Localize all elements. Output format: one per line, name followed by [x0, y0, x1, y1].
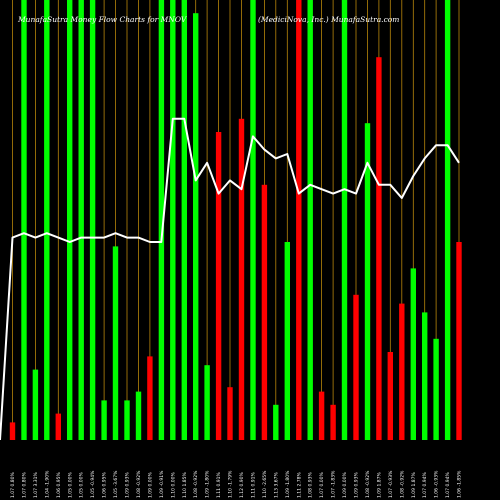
bar-down: [353, 294, 359, 440]
x-tick-label: 1.11 2.78%: [296, 472, 302, 498]
x-tick-label: 1.09 1.87%: [411, 472, 417, 498]
bar-up: [193, 13, 199, 440]
x-tick-label: 1.06 -1.85%: [457, 470, 463, 498]
x-tick-label: 1.06 0.95%: [102, 472, 108, 498]
x-tick-labels: 1.07 0.80% 1.07 0.80% 1.07 3.31% 1.04 -1.90…: [10, 470, 463, 498]
x-tick-label: 1.09 1.87%: [376, 472, 382, 498]
x-tick-label: 1.07 -1.83%: [331, 470, 337, 498]
bar-up: [204, 365, 210, 440]
bar-up: [67, 0, 73, 440]
bar-down: [9, 422, 16, 440]
bar-up: [44, 0, 50, 440]
x-tick-label: 1.09 0.93%: [354, 472, 360, 498]
x-tick-label: 1.09 -1.80%: [205, 470, 211, 498]
x-tick-label: 1.05 0.00%: [79, 472, 85, 498]
chart-title-left: MunafaSutra Money Flow Charts for MNOV: [17, 15, 188, 24]
x-tick-label: 1.11 0.91%: [216, 472, 222, 498]
x-tick-label: 1.06 0.95%: [56, 472, 62, 498]
x-tick-label: 1.09 -1.80%: [285, 470, 291, 498]
bar-down: [387, 352, 393, 440]
x-tick-label: 1.08 -0.92%: [399, 470, 405, 498]
bar-down: [296, 0, 302, 440]
bar-down: [147, 356, 153, 440]
x-tick-label: 1.07 0.94%: [422, 472, 428, 498]
x-tick-label: 1.10 0.00%: [170, 472, 176, 498]
x-tick-label: 1.05 -3.67%: [113, 470, 119, 498]
x-tick-label: 1.12 0.90%: [239, 472, 245, 498]
bar-down: [456, 242, 462, 440]
x-tick-label: 1.05 0.00%: [67, 472, 73, 498]
bar-up: [422, 312, 428, 440]
bar-up: [170, 0, 176, 440]
x-tick-label: 1.05 -0.94%: [90, 470, 96, 498]
bar-up: [444, 0, 451, 440]
bar-down: [238, 118, 245, 441]
chart-title-right: (MediciNova, Inc.) MunafaSutra.com: [258, 15, 399, 24]
x-tick-label: 1.09 -0.91%: [159, 470, 165, 498]
bar-up: [250, 0, 256, 440]
bar-up: [307, 0, 313, 440]
bar-down: [55, 413, 61, 440]
x-tick-label: 1.08 -0.92%: [193, 470, 199, 498]
x-tick-label: 1.10 -1.79%: [228, 470, 234, 498]
bar-up: [124, 400, 130, 440]
x-tick-label: 1.07 0.00%: [319, 472, 325, 498]
bar-up: [181, 0, 187, 440]
bar-down: [330, 404, 336, 440]
x-tick-label: 1.10 1.85%: [182, 472, 188, 498]
x-tick-label: 1.08 0.93%: [308, 472, 314, 498]
flow-line-layer: [0, 117, 460, 441]
x-tick-label: 1.09 0.00%: [342, 472, 348, 498]
bar-up: [89, 0, 96, 440]
x-tick-label: 1.09 0.93%: [125, 472, 131, 498]
bar-up: [112, 246, 119, 440]
bar-up: [284, 242, 290, 440]
bar-up: [273, 404, 279, 440]
bar-up: [32, 369, 39, 440]
x-tick-label: 1.07 3.31%: [33, 472, 39, 498]
bar-up: [158, 0, 165, 440]
x-tick-label: 1.07 0.80%: [10, 472, 16, 498]
bar-down: [215, 132, 222, 440]
x-tick-label: 1.13 3.67%: [273, 472, 279, 498]
bar-up: [433, 338, 439, 440]
bars: [9, 0, 462, 441]
x-tick-label: 1.11 0.91%: [250, 472, 256, 498]
x-tick-label: 1.09 0.00%: [147, 472, 153, 498]
bar-up: [341, 0, 348, 440]
x-tick-label: 1.07 0.94%: [445, 472, 451, 498]
bar-down: [399, 303, 405, 440]
flow-line: [0, 117, 460, 441]
bar-down: [376, 57, 382, 440]
x-tick-label: 1.10 -2.65%: [262, 470, 268, 498]
bar-up: [364, 123, 371, 440]
x-tick-label: 1.07 0.80%: [21, 472, 27, 498]
x-tick-label: 1.06 -0.93%: [434, 470, 440, 498]
x-tick-label: 1.08 -0.92%: [136, 470, 142, 498]
bar-down: [227, 387, 233, 440]
bar-up: [101, 400, 107, 440]
bar-up: [410, 268, 416, 440]
x-tick-label: 1.08 -0.92%: [365, 470, 371, 498]
x-tick-label: 1.07 -0.93%: [388, 470, 394, 498]
bar-up: [21, 0, 27, 440]
bar-up: [78, 0, 84, 440]
x-tick-label: 1.04 -1.90%: [44, 470, 50, 498]
bar-down: [261, 184, 268, 440]
bar-down: [318, 391, 325, 440]
bar-up: [135, 391, 142, 440]
